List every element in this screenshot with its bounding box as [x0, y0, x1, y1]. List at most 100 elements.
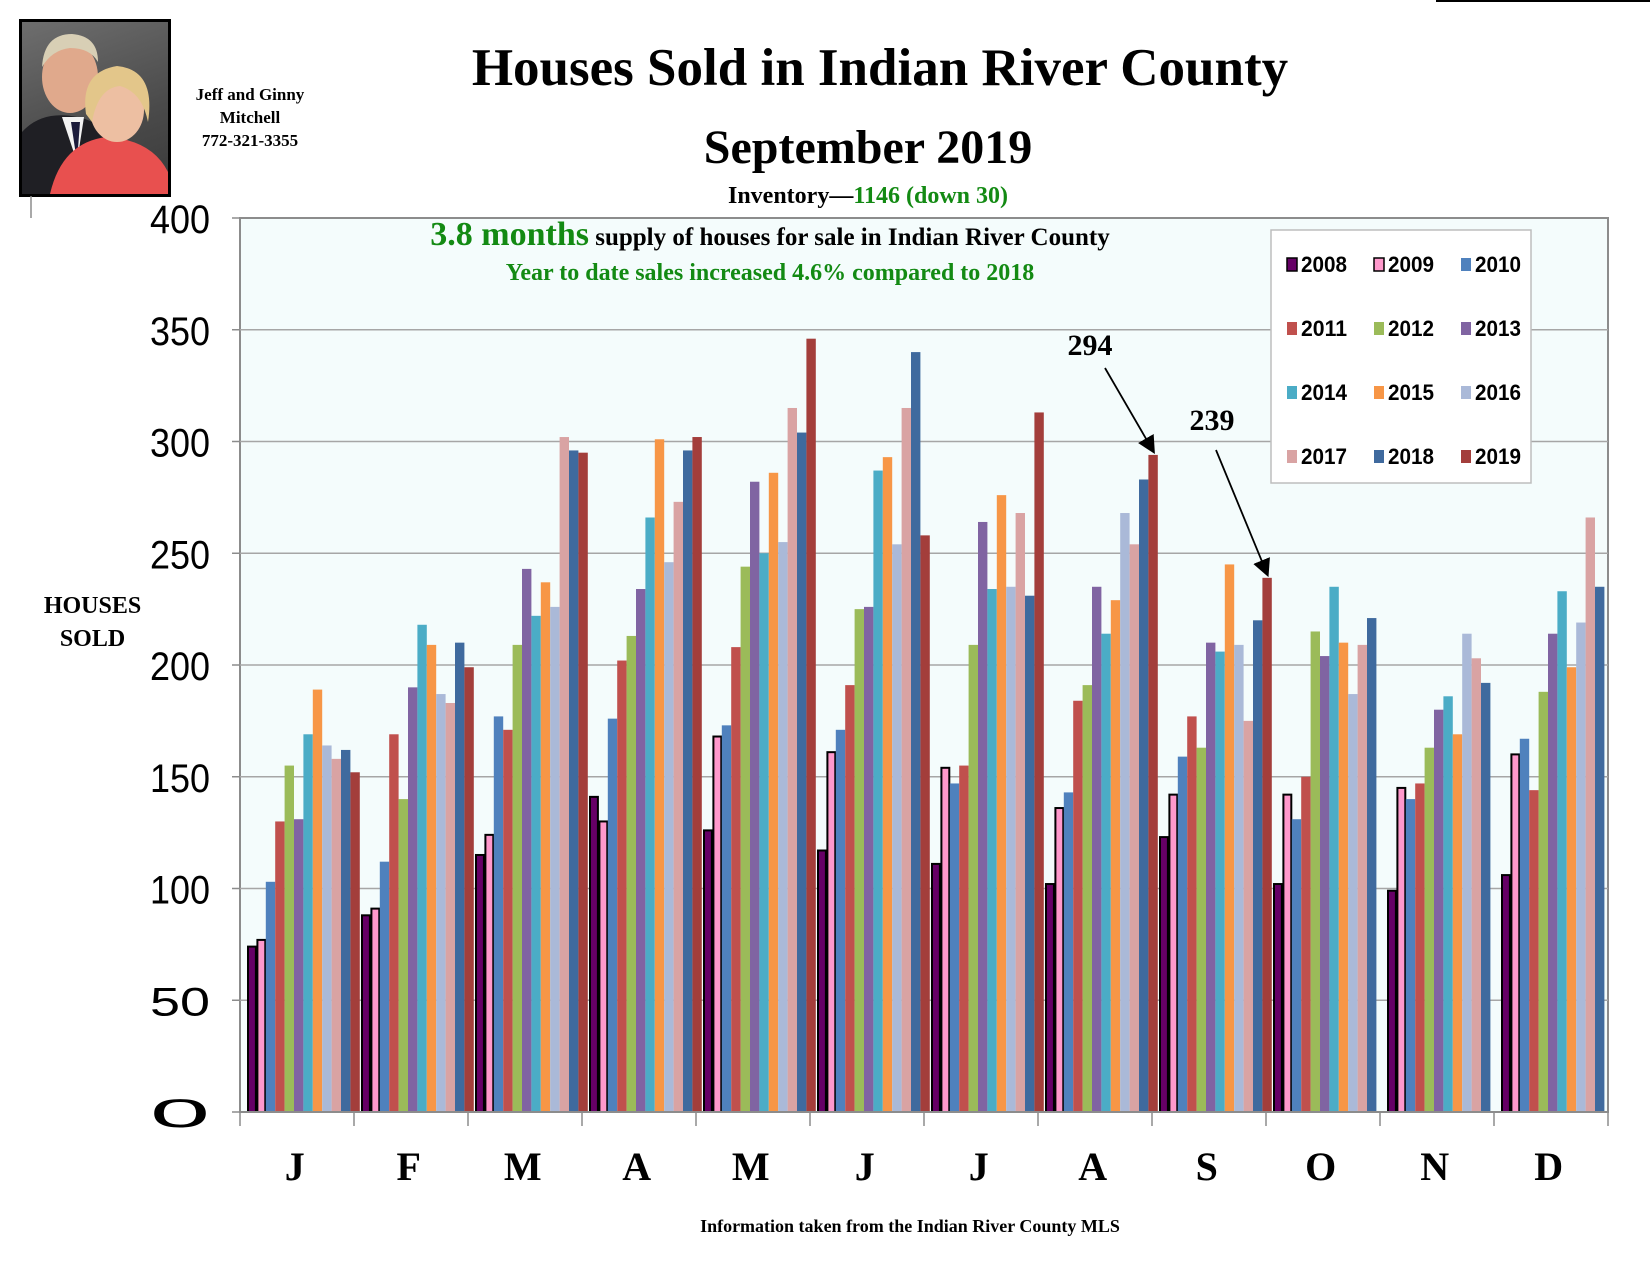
- bar-2011-0: [275, 821, 285, 1112]
- legend-swatch: [1373, 257, 1385, 272]
- agent-contact: Jeff and Ginny Mitchell 772-321-3355: [170, 83, 330, 152]
- bar-2019-0: [350, 772, 360, 1112]
- y-tick-label: 200: [150, 645, 210, 689]
- chart-title: Houses Sold in Indian River County: [471, 39, 1289, 97]
- bar-2012-1: [398, 799, 408, 1112]
- bar-2015-2: [540, 582, 551, 1112]
- bar-2017-8: [1243, 720, 1253, 1112]
- legend-swatch: [1287, 450, 1297, 463]
- legend-item-2011: 2011: [1287, 316, 1347, 341]
- agent-photo-illustration: [22, 34, 168, 194]
- bar-2011-11: [1529, 790, 1539, 1112]
- bar-2017-0: [331, 758, 341, 1112]
- bar-2011-8: [1187, 716, 1197, 1112]
- bar-2009-5: [826, 751, 837, 1113]
- bar-2017-4: [787, 407, 797, 1113]
- legend-swatch: [1287, 386, 1297, 399]
- bar-2018-0: [341, 749, 351, 1112]
- bar-2016-10: [1462, 633, 1472, 1112]
- agent-phone: 772-321-3355: [201, 131, 299, 150]
- bar-2014-6: [987, 589, 997, 1112]
- bar-2008-5: [817, 849, 827, 1113]
- bar-2018-5: [911, 352, 921, 1113]
- y-tick-label: 0: [150, 1092, 210, 1136]
- y-tick-label: 250: [150, 533, 210, 577]
- bar-2018-3: [683, 450, 693, 1112]
- chart-subtitle: September 2019: [703, 121, 1033, 174]
- x-tick-label: J: [969, 1144, 989, 1189]
- legend-item-2009: 2009: [1373, 252, 1434, 277]
- bar-2015-10: [1452, 734, 1463, 1112]
- legend-label: 2018: [1388, 444, 1434, 469]
- legend-label: 2016: [1475, 380, 1521, 405]
- bar-2011-3: [617, 660, 627, 1112]
- bar-2013-3: [636, 589, 646, 1112]
- x-tick-label: O: [1305, 1144, 1336, 1189]
- bar-2018-1: [455, 642, 465, 1112]
- x-tick-label: A: [622, 1144, 651, 1189]
- legend-swatch: [1287, 322, 1297, 335]
- bar-2019-4: [806, 338, 816, 1112]
- bar-2015-11: [1566, 667, 1577, 1112]
- bar-2017-1: [445, 702, 455, 1112]
- y-axis-label: HOUSES SOLD: [20, 590, 165, 656]
- legend-label: 2008: [1301, 252, 1347, 277]
- legend-swatch: [1286, 257, 1298, 272]
- bar-2009-6: [940, 766, 951, 1113]
- bar-2014-0: [303, 734, 313, 1112]
- legend-item-2015: 2015: [1374, 380, 1434, 405]
- legend-swatch: [1461, 258, 1471, 271]
- y-axis-label-line2: SOLD: [59, 626, 126, 652]
- bar-2019-8: [1262, 577, 1272, 1112]
- bar-2010-8: [1177, 756, 1188, 1112]
- legend-label: 2012: [1388, 316, 1434, 341]
- bar-2010-5: [835, 729, 846, 1112]
- bar-2012-6: [968, 644, 978, 1112]
- legend-label: 2010: [1475, 252, 1521, 277]
- bar-2009-10: [1396, 786, 1407, 1113]
- bar-2008-3: [589, 795, 599, 1113]
- bar-2017-6: [1015, 513, 1025, 1112]
- legend-item-2008: 2008: [1286, 252, 1347, 277]
- bar-2015-1: [426, 644, 437, 1112]
- bar-2010-4: [721, 725, 732, 1112]
- bar-2016-1: [436, 694, 446, 1112]
- legend-label: 2011: [1301, 316, 1347, 341]
- legend-item-2010: 2010: [1461, 252, 1521, 277]
- bar-2012-10: [1424, 747, 1434, 1112]
- supply-value: 3.8 months: [430, 216, 589, 253]
- bar-2008-2: [475, 853, 485, 1113]
- legend-swatch: [1461, 386, 1471, 399]
- inventory-line: Inventory—1146 (down 30): [300, 183, 1436, 210]
- legend-swatch: [1374, 386, 1384, 399]
- x-tick-label: J: [285, 1144, 305, 1189]
- bar-2008-7: [1045, 883, 1055, 1114]
- legend-item-2018: 2018: [1374, 444, 1434, 469]
- bar-2013-4: [750, 481, 760, 1113]
- bar-2011-7: [1073, 700, 1083, 1112]
- bar-2010-0: [265, 881, 276, 1112]
- bar-2014-10: [1443, 696, 1453, 1112]
- bar-2018-4: [797, 432, 807, 1112]
- bar-2013-0: [294, 819, 304, 1112]
- bar-2011-1: [389, 734, 399, 1112]
- bar-2018-2: [569, 450, 579, 1112]
- bar-2012-4: [740, 566, 750, 1112]
- x-tick-label: J: [855, 1144, 875, 1189]
- bar-2016-0: [322, 745, 332, 1112]
- legend-swatch: [1461, 450, 1471, 463]
- bar-2014-9: [1329, 586, 1339, 1112]
- bar-2012-11: [1538, 691, 1548, 1112]
- bar-2008-0: [247, 945, 257, 1113]
- x-tick-label: N: [1420, 1144, 1449, 1189]
- bar-2008-4: [703, 829, 713, 1113]
- bar-2014-3: [645, 517, 655, 1112]
- x-tick-label: M: [504, 1144, 542, 1189]
- bar-2019-2: [578, 452, 588, 1112]
- annotation-239: 239: [1190, 404, 1270, 578]
- bar-2013-5: [864, 606, 874, 1112]
- bar-2008-1: [361, 914, 371, 1113]
- bar-2012-0: [284, 765, 294, 1112]
